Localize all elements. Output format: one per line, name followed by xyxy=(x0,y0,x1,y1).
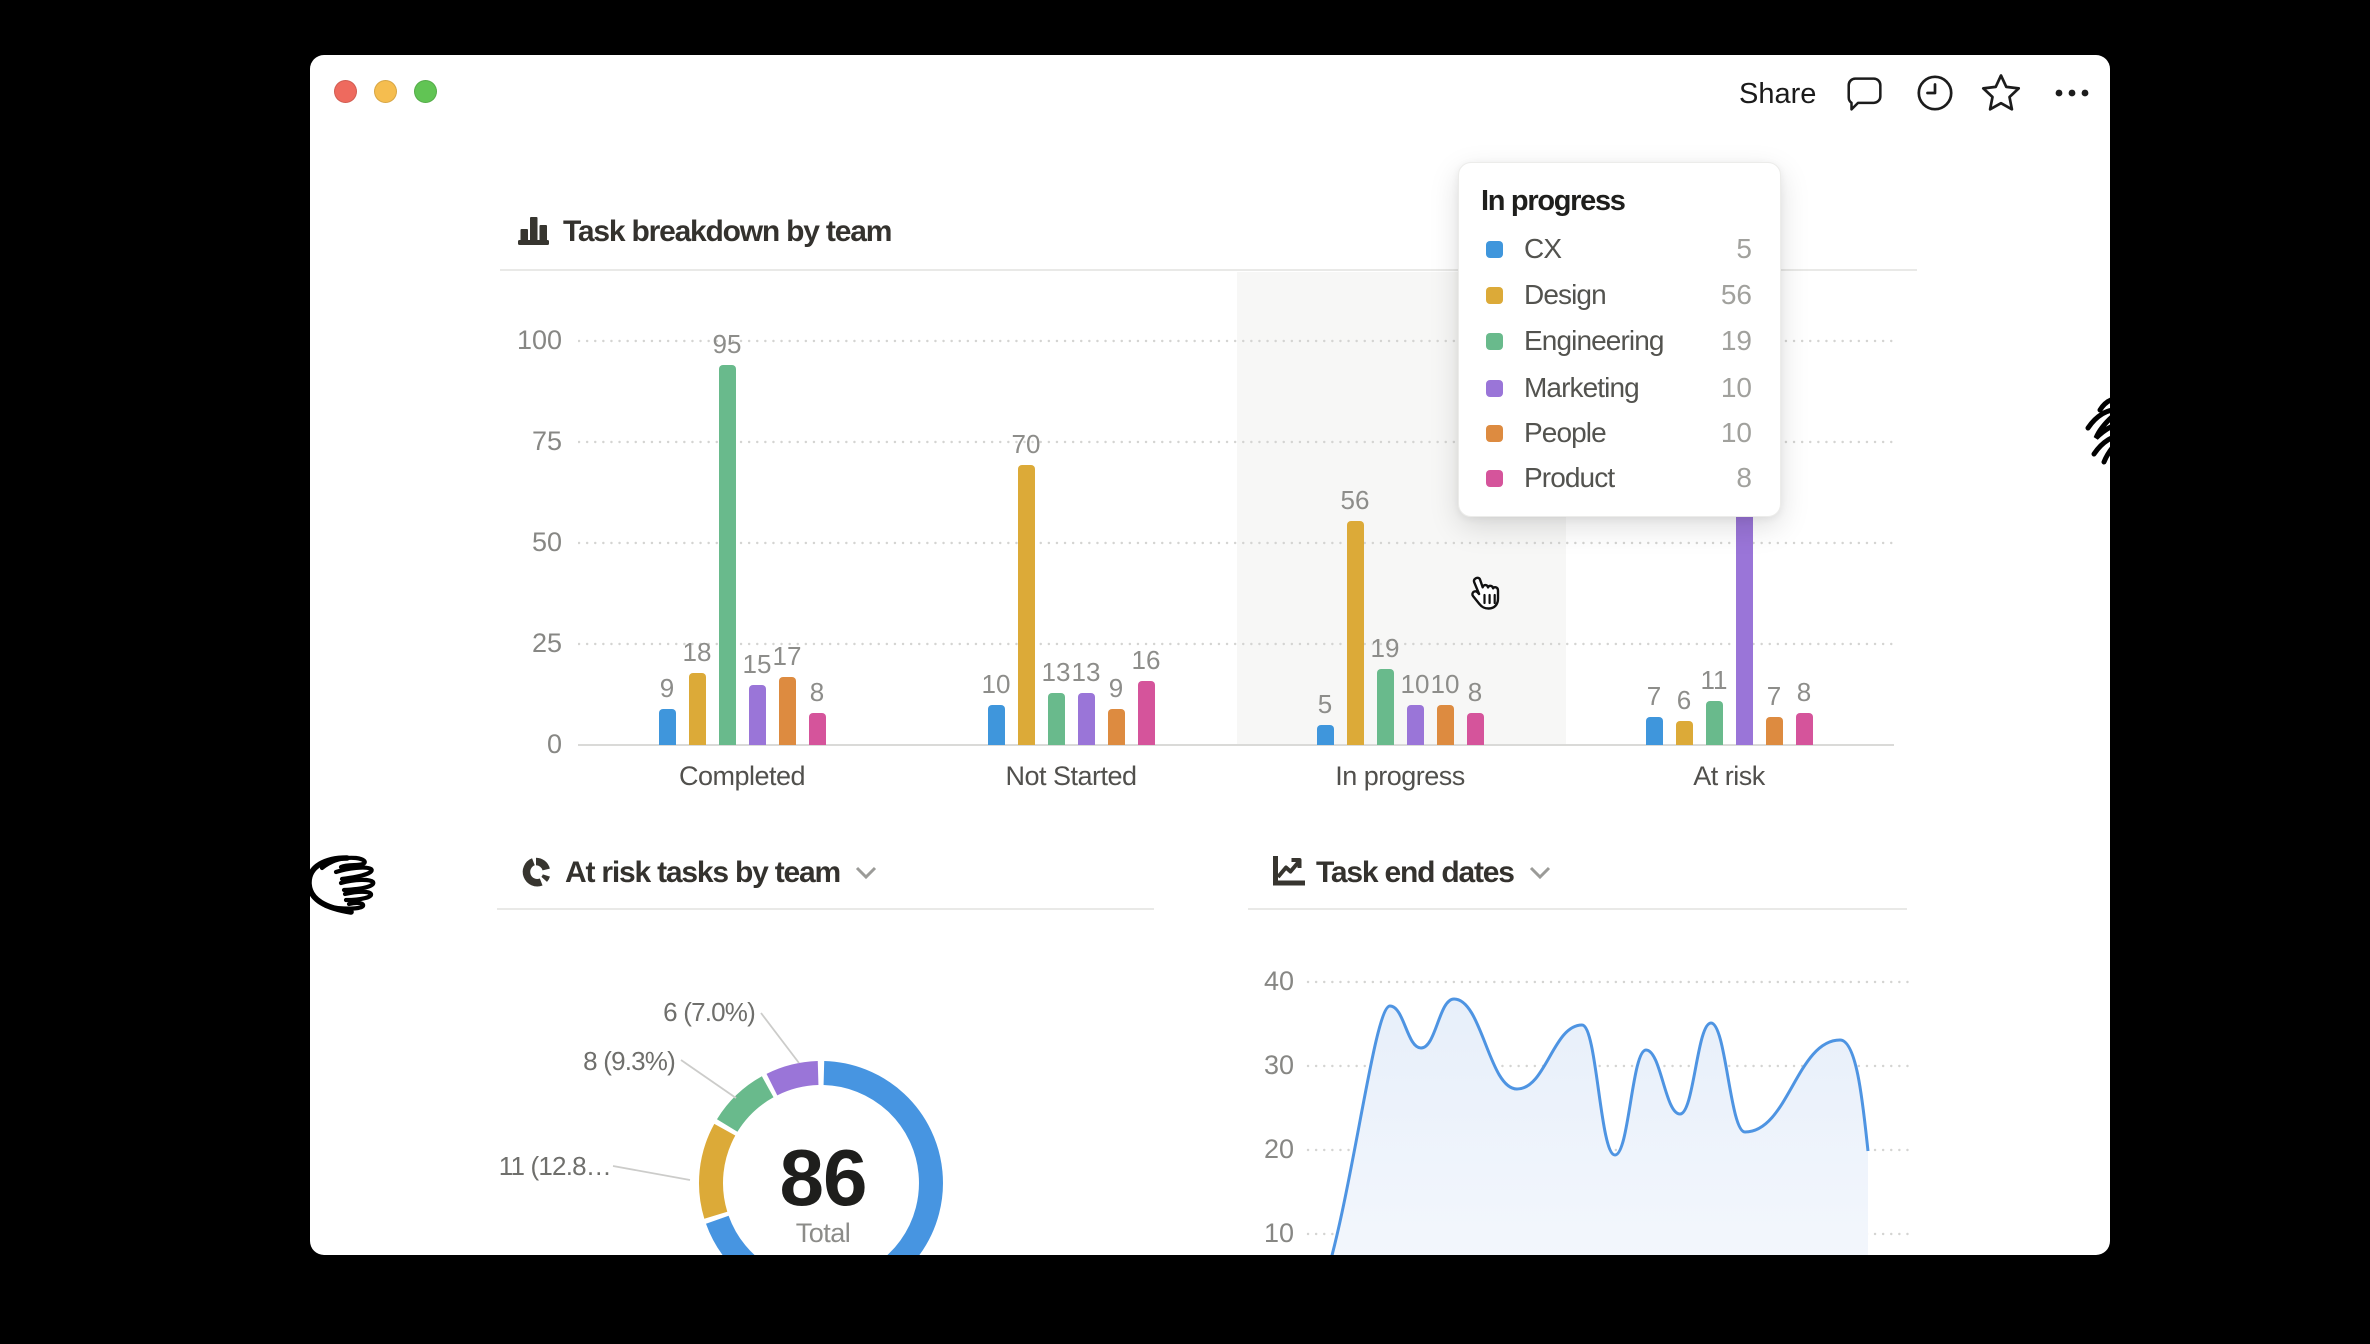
svg-text:11 (12.8…: 11 (12.8… xyxy=(499,1151,611,1181)
svg-text:6 (7.0%): 6 (7.0%) xyxy=(663,997,755,1027)
svg-text:Total: Total xyxy=(796,1218,851,1248)
svg-text:86: 86 xyxy=(780,1133,867,1222)
svg-text:8 (9.3%): 8 (9.3%) xyxy=(583,1046,675,1076)
